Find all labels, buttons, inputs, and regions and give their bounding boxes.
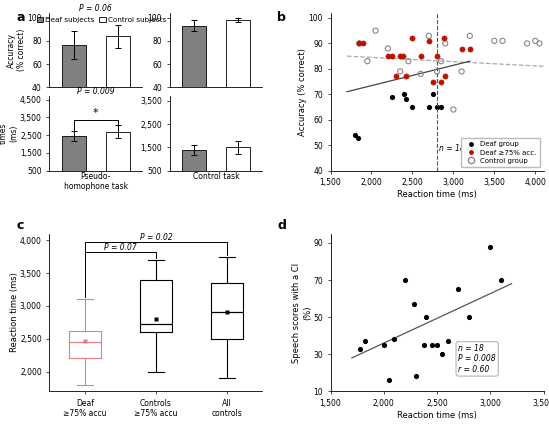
Point — [401, 96, 410, 103]
Point — [466, 32, 474, 39]
Point — [416, 71, 425, 77]
Point — [457, 45, 466, 52]
Point — [535, 40, 544, 47]
Bar — [226, 20, 250, 134]
Text: *: * — [93, 108, 98, 118]
Point — [429, 78, 438, 85]
Point — [388, 53, 396, 60]
Point — [398, 53, 407, 60]
Point — [433, 68, 441, 75]
Y-axis label: Reaction
times
(ms): Reaction times (ms) — [0, 117, 19, 150]
Point — [441, 40, 450, 47]
Point — [436, 58, 445, 64]
Point — [486, 243, 495, 250]
Point — [420, 341, 429, 348]
Point — [396, 68, 405, 75]
Point — [388, 93, 396, 100]
Point — [449, 106, 458, 113]
Point — [523, 40, 531, 47]
Point — [400, 91, 408, 98]
Point — [359, 40, 368, 47]
Text: b: b — [277, 11, 286, 24]
Point — [424, 32, 433, 39]
Point — [429, 91, 438, 98]
Point — [379, 341, 388, 348]
Y-axis label: Accuracy
(% correct): Accuracy (% correct) — [7, 29, 26, 71]
Bar — [105, 36, 130, 134]
Legend: Deaf subjects, Control subjects: Deaf subjects, Control subjects — [34, 14, 169, 26]
Point — [457, 68, 466, 75]
Point — [439, 35, 448, 42]
Text: d: d — [277, 219, 286, 232]
Text: P = 0.009: P = 0.009 — [77, 87, 115, 96]
Point — [436, 104, 445, 111]
Point — [401, 276, 410, 283]
Point — [438, 351, 447, 358]
Text: P = 0.06: P = 0.06 — [80, 4, 112, 12]
Y-axis label: Accuracy (% correct): Accuracy (% correct) — [298, 48, 307, 136]
Text: n = 18: n = 18 — [439, 144, 464, 153]
X-axis label: Control task: Control task — [193, 172, 239, 181]
Point — [496, 276, 505, 283]
Bar — [182, 26, 206, 134]
Point — [466, 45, 474, 52]
Point — [363, 58, 372, 64]
Point — [384, 45, 393, 52]
Bar — [61, 136, 86, 179]
Point — [498, 37, 507, 44]
Point — [353, 134, 362, 141]
Point — [411, 373, 420, 380]
Point — [408, 35, 417, 42]
Point — [424, 37, 433, 44]
Text: P = 0.07: P = 0.07 — [104, 243, 137, 252]
Point — [424, 104, 433, 111]
Text: a: a — [16, 11, 25, 24]
Point — [433, 53, 441, 60]
Point — [384, 53, 393, 60]
X-axis label: Pseudo-
homophone task: Pseudo- homophone task — [64, 172, 128, 191]
Point — [351, 132, 360, 138]
Point — [490, 37, 498, 44]
Point — [391, 73, 400, 80]
Point — [355, 40, 363, 47]
Point — [464, 313, 473, 320]
Point — [390, 336, 399, 343]
X-axis label: Reaction time (ms): Reaction time (ms) — [397, 190, 477, 199]
Y-axis label: Speech scores with a CI
(%): Speech scores with a CI (%) — [293, 262, 312, 362]
Point — [416, 53, 425, 60]
Point — [356, 345, 365, 352]
Bar — [105, 132, 130, 179]
Point — [422, 313, 431, 320]
Point — [531, 37, 540, 44]
Point — [404, 58, 413, 64]
Point — [443, 338, 452, 345]
Text: P = 0.02: P = 0.02 — [139, 233, 172, 242]
Point — [408, 104, 417, 111]
Point — [401, 73, 410, 80]
Point — [454, 286, 463, 293]
Bar — [226, 147, 250, 182]
Point — [409, 301, 418, 307]
Y-axis label: Reaction time (ms): Reaction time (ms) — [9, 273, 19, 353]
Point — [433, 341, 441, 348]
Point — [385, 377, 394, 384]
Text: n = 18
P = 0.008
r = 0.60: n = 18 P = 0.008 r = 0.60 — [458, 344, 496, 374]
Point — [360, 338, 369, 345]
Point — [396, 53, 405, 60]
X-axis label: Reaction time (ms): Reaction time (ms) — [397, 411, 477, 420]
Legend: Deaf group, Deaf ≥75% acc., Control group: Deaf group, Deaf ≥75% acc., Control grou… — [461, 138, 540, 167]
Bar — [61, 46, 86, 134]
Point — [427, 341, 436, 348]
Point — [436, 78, 445, 85]
Bar — [182, 150, 206, 182]
Text: c: c — [16, 219, 24, 232]
Point — [441, 73, 450, 80]
Point — [355, 40, 363, 47]
Point — [433, 104, 441, 111]
Point — [371, 27, 380, 34]
